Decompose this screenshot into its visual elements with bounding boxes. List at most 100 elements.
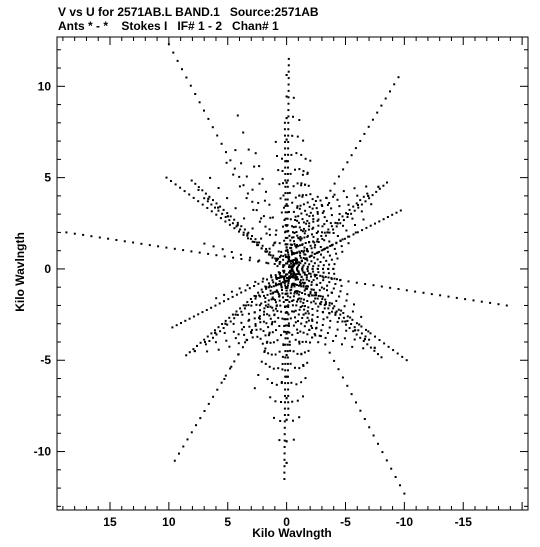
uv-point xyxy=(301,230,304,233)
uv-point xyxy=(207,117,210,120)
uv-point xyxy=(287,153,290,156)
uv-point xyxy=(115,239,118,241)
uv-point xyxy=(266,306,269,308)
uv-point xyxy=(235,293,238,296)
uv-point xyxy=(360,315,363,318)
uv-point xyxy=(280,284,283,287)
uv-point xyxy=(382,218,385,221)
uv-point xyxy=(287,89,290,92)
uv-point xyxy=(301,173,304,176)
uv-point xyxy=(246,192,249,195)
uv-point xyxy=(294,316,296,319)
uv-point xyxy=(302,170,305,173)
uv-point xyxy=(264,362,267,365)
uv-point xyxy=(274,400,277,403)
uv-point xyxy=(291,261,294,264)
uv-point xyxy=(277,257,280,260)
uv-point xyxy=(229,215,232,218)
uv-point xyxy=(295,276,298,279)
uv-point xyxy=(278,295,281,298)
uv-point xyxy=(290,153,293,156)
uv-point xyxy=(287,414,290,416)
uv-point xyxy=(293,273,296,276)
uv-point xyxy=(316,297,319,300)
uv-point xyxy=(284,160,287,163)
uv-point xyxy=(360,203,363,206)
uv-point xyxy=(299,300,302,303)
uv-point xyxy=(319,335,322,338)
uv-point xyxy=(315,232,318,234)
uv-point xyxy=(217,187,220,189)
uv-point xyxy=(346,213,349,216)
uv-point xyxy=(286,273,289,276)
uv-point xyxy=(291,400,294,403)
uv-point xyxy=(337,308,340,311)
uv-point xyxy=(297,236,300,239)
uv-point xyxy=(223,255,226,258)
uv-point xyxy=(285,418,288,421)
uv-point xyxy=(286,173,289,175)
uv-point xyxy=(287,229,290,232)
uv-point xyxy=(355,202,358,205)
uv-point xyxy=(284,179,287,182)
uv-point xyxy=(299,281,301,284)
uv-point xyxy=(248,325,251,328)
uv-point xyxy=(361,229,364,232)
uv-point xyxy=(284,231,287,234)
uv-point xyxy=(289,362,292,365)
uv-point xyxy=(319,246,322,248)
uv-point xyxy=(300,237,303,240)
uv-point xyxy=(292,275,295,277)
uv-point xyxy=(258,259,261,262)
uv-point xyxy=(345,212,348,215)
uv-point xyxy=(287,96,290,99)
uv-point xyxy=(300,285,303,288)
uv-point xyxy=(266,340,269,343)
uv-point xyxy=(284,286,287,289)
uv-point xyxy=(279,276,282,279)
uv-point xyxy=(257,374,260,376)
uv-point xyxy=(363,338,366,341)
uv-point xyxy=(335,225,338,228)
uv-point xyxy=(327,294,330,297)
uv-point xyxy=(315,283,318,286)
uv-point xyxy=(223,300,225,303)
uv-point xyxy=(255,209,258,212)
uv-point xyxy=(284,324,287,327)
uv-point xyxy=(289,289,292,292)
uv-point xyxy=(253,311,256,314)
uv-point xyxy=(219,217,222,220)
uv-point xyxy=(284,305,286,308)
uv-point xyxy=(314,244,317,247)
uv-point xyxy=(292,115,294,118)
uv-point xyxy=(253,241,256,243)
uv-point xyxy=(278,350,281,353)
y-axis-ticks: 10 5 0 -5 -10 xyxy=(34,49,528,507)
uv-point xyxy=(223,293,226,296)
uv-point xyxy=(312,300,315,303)
uv-point xyxy=(240,310,243,313)
uv-point xyxy=(260,288,263,291)
uv-point xyxy=(268,314,271,317)
uv-point xyxy=(250,304,253,307)
uv-point xyxy=(289,172,292,175)
uv-point xyxy=(263,313,265,316)
uv-point xyxy=(311,319,314,322)
uv-point xyxy=(304,293,307,296)
uv-point xyxy=(268,228,271,231)
uv-point xyxy=(317,264,320,267)
uv-point xyxy=(258,316,260,319)
uv-point xyxy=(313,241,316,244)
uv-point xyxy=(182,249,185,252)
uv-point xyxy=(295,383,298,386)
uv-point xyxy=(325,259,328,262)
uv-point xyxy=(175,324,178,327)
uv-point xyxy=(243,333,246,336)
uv-point xyxy=(297,270,300,273)
uv-point xyxy=(282,269,285,272)
uv-point xyxy=(340,284,343,287)
uv-point xyxy=(325,246,328,249)
uv-point xyxy=(246,232,249,235)
uv-point xyxy=(263,294,265,297)
uv-point xyxy=(311,198,314,201)
